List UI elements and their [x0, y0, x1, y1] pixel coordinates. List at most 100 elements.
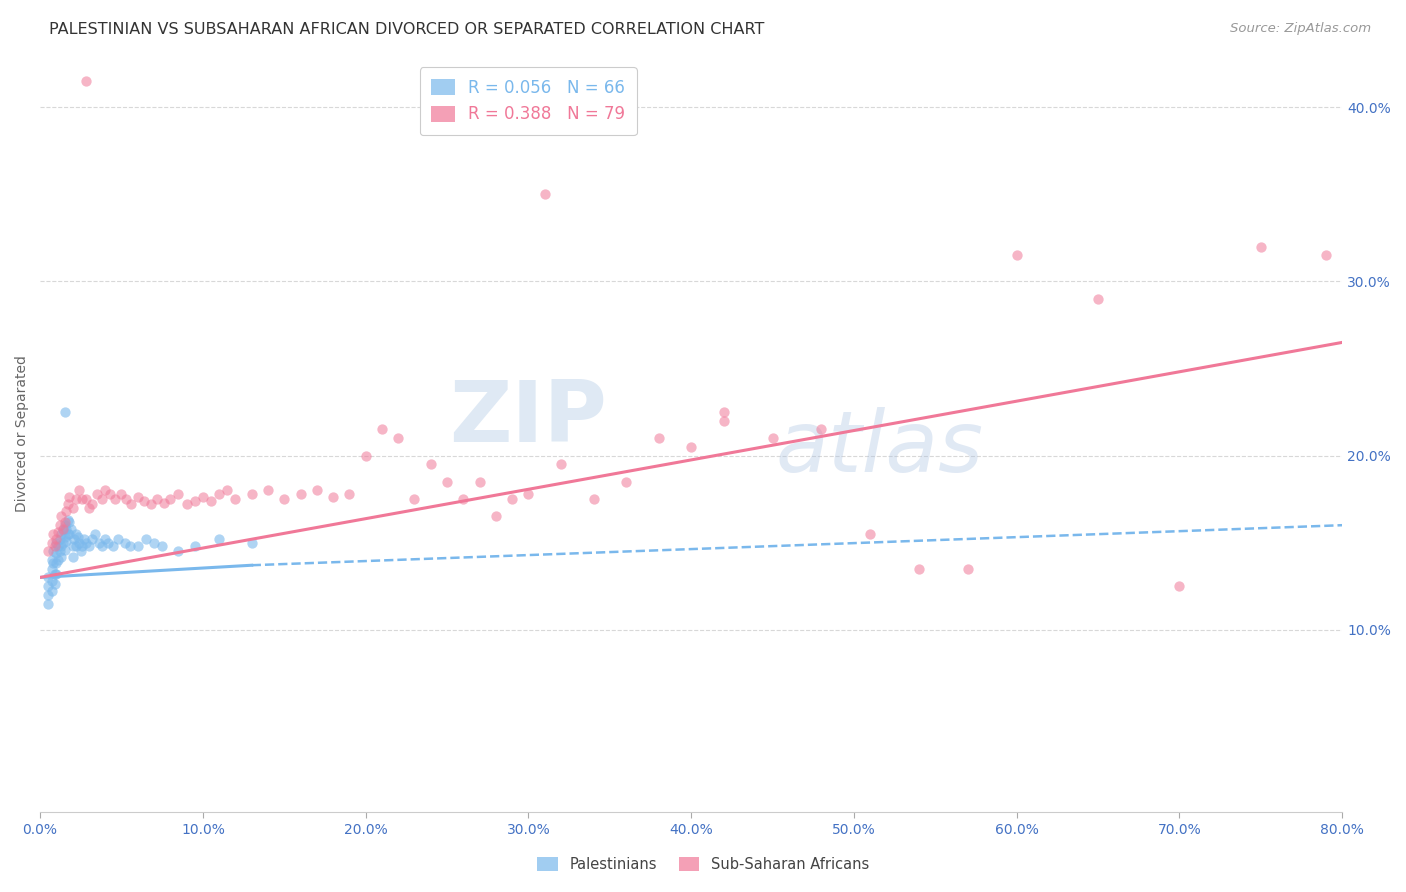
Point	[713, 414, 735, 428]
Point	[419, 457, 441, 471]
Point	[97, 535, 120, 549]
Point	[91, 539, 114, 553]
Point	[240, 535, 263, 549]
Point	[65, 492, 87, 507]
Point	[257, 483, 280, 498]
Point	[42, 544, 65, 558]
Point	[98, 487, 121, 501]
Point	[1005, 248, 1028, 262]
Point	[87, 535, 110, 549]
Point	[53, 405, 76, 419]
Point	[167, 487, 190, 501]
Point	[53, 515, 76, 529]
Point	[52, 535, 75, 549]
Point	[46, 525, 69, 540]
Point	[82, 497, 104, 511]
Point	[77, 500, 100, 515]
Point	[127, 539, 149, 553]
Point	[60, 522, 83, 536]
Point	[224, 492, 246, 507]
Point	[94, 532, 117, 546]
Point	[681, 440, 703, 454]
Point	[91, 492, 114, 507]
Point	[53, 530, 76, 544]
Point	[51, 509, 73, 524]
Point	[56, 513, 79, 527]
Point	[37, 544, 59, 558]
Point	[436, 475, 458, 489]
Point	[37, 579, 59, 593]
Point	[63, 532, 86, 546]
Point	[42, 557, 65, 571]
Point	[45, 566, 67, 581]
Point	[135, 532, 157, 546]
Point	[453, 492, 475, 507]
Point	[37, 570, 59, 584]
Point	[184, 539, 207, 553]
Point	[371, 422, 394, 436]
Point	[37, 588, 59, 602]
Point	[1168, 579, 1191, 593]
Point	[501, 492, 523, 507]
Point	[94, 483, 117, 498]
Point	[387, 431, 409, 445]
Point	[468, 475, 491, 489]
Point	[75, 492, 97, 507]
Point	[41, 535, 63, 549]
Point	[84, 527, 107, 541]
Point	[46, 553, 69, 567]
Point	[45, 535, 67, 549]
Point	[134, 493, 156, 508]
Point	[614, 475, 637, 489]
Point	[41, 553, 63, 567]
Point	[86, 487, 108, 501]
Text: atlas: atlas	[776, 408, 984, 491]
Point	[52, 524, 75, 538]
Point	[217, 483, 239, 498]
Point	[533, 187, 555, 202]
Point	[41, 574, 63, 588]
Point	[55, 522, 77, 536]
Point	[153, 495, 176, 509]
Point	[200, 493, 222, 508]
Point	[1250, 240, 1272, 254]
Point	[191, 491, 214, 505]
Point	[45, 557, 67, 571]
Point	[44, 539, 66, 553]
Point	[908, 562, 931, 576]
Point	[62, 500, 84, 515]
Point	[208, 487, 231, 501]
Point	[51, 539, 73, 553]
Point	[143, 535, 166, 549]
Point	[107, 532, 129, 546]
Point	[1315, 248, 1337, 262]
Point	[82, 532, 104, 546]
Point	[44, 577, 66, 591]
Point	[139, 497, 162, 511]
Point	[62, 549, 84, 564]
Point	[58, 491, 80, 505]
Point	[1087, 292, 1109, 306]
Text: ZIP: ZIP	[449, 377, 606, 460]
Point	[104, 492, 127, 507]
Point	[58, 515, 80, 529]
Point	[240, 487, 263, 501]
Point	[52, 522, 75, 536]
Point	[159, 492, 181, 507]
Point	[77, 539, 100, 553]
Point	[713, 405, 735, 419]
Point	[184, 493, 207, 508]
Point	[337, 487, 360, 501]
Text: Source: ZipAtlas.com: Source: ZipAtlas.com	[1230, 22, 1371, 36]
Point	[118, 539, 141, 553]
Point	[103, 539, 125, 553]
Point	[44, 566, 66, 581]
Point	[354, 449, 377, 463]
Point	[41, 584, 63, 599]
Point	[53, 518, 76, 533]
Point	[305, 483, 328, 498]
Y-axis label: Divorced or Separated: Divorced or Separated	[15, 355, 30, 512]
Point	[176, 497, 198, 511]
Point	[56, 527, 79, 541]
Point	[67, 483, 90, 498]
